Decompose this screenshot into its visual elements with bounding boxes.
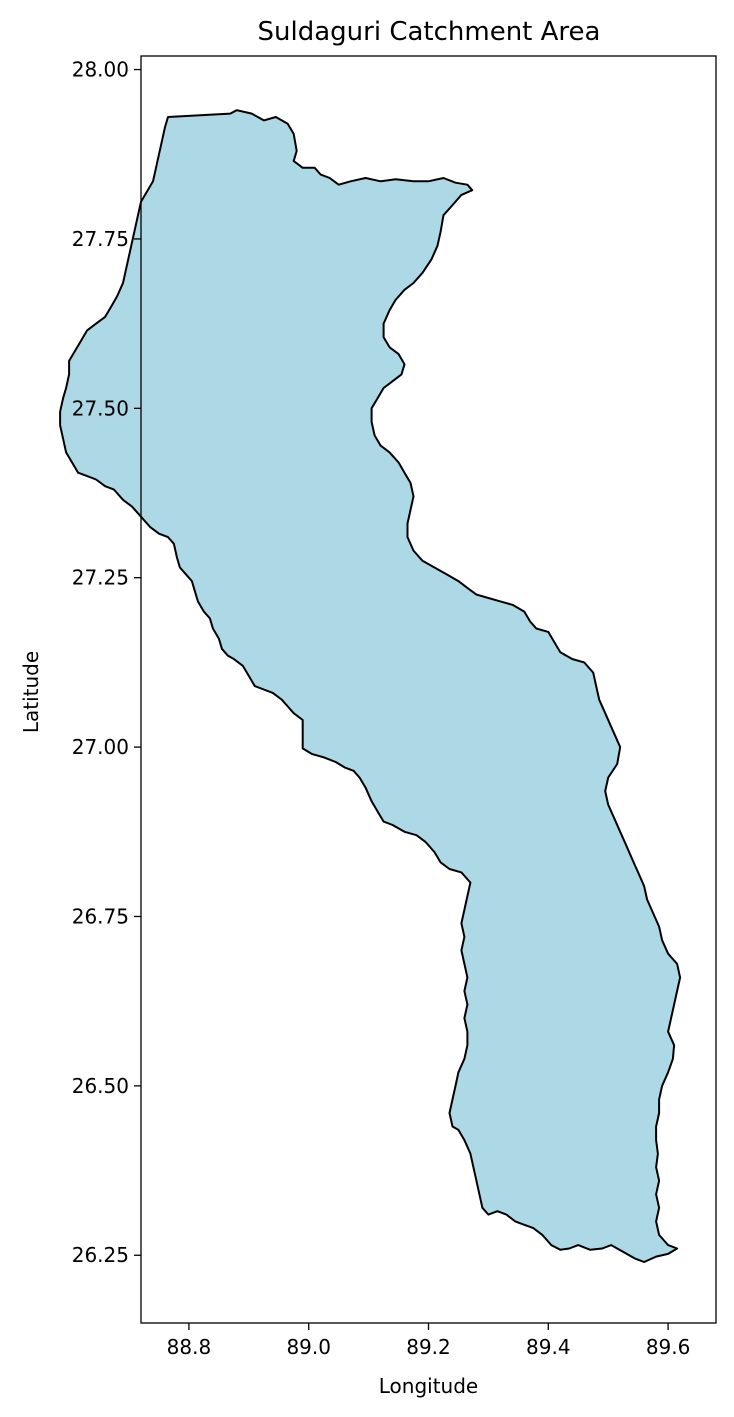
y-tick-label: 27.00 bbox=[72, 735, 129, 759]
catchment-polygon bbox=[59, 109, 682, 1263]
y-tick-label: 26.50 bbox=[72, 1074, 129, 1098]
y-tick-label: 28.00 bbox=[72, 58, 129, 82]
catchment-area bbox=[59, 109, 682, 1263]
y-tick-label: 27.25 bbox=[72, 566, 129, 590]
y-axis-ticks: 28.00 27.75 27.50 27.25 27.00 26.75 26.50 26.25 bbox=[72, 58, 141, 1267]
x-axis-label: Longitude bbox=[379, 1374, 478, 1398]
x-axis-ticks: 88.8 89.0 89.2 89.4 89.6 bbox=[167, 1323, 691, 1359]
x-tick-label: 89.2 bbox=[406, 1335, 451, 1359]
x-tick-label: 89.6 bbox=[646, 1335, 691, 1359]
x-tick-label: 88.8 bbox=[167, 1335, 212, 1359]
y-axis-label: Latitude bbox=[19, 651, 43, 733]
y-tick-label: 26.25 bbox=[72, 1243, 129, 1267]
y-tick-label: 26.75 bbox=[72, 904, 129, 928]
y-tick-label: 27.50 bbox=[72, 396, 129, 420]
y-tick-label: 27.75 bbox=[72, 227, 129, 251]
chart-title: Suldaguri Catchment Area bbox=[258, 17, 601, 47]
x-tick-label: 89.0 bbox=[286, 1335, 331, 1359]
plot-border bbox=[140, 55, 717, 1324]
x-tick-label: 89.4 bbox=[526, 1335, 571, 1359]
